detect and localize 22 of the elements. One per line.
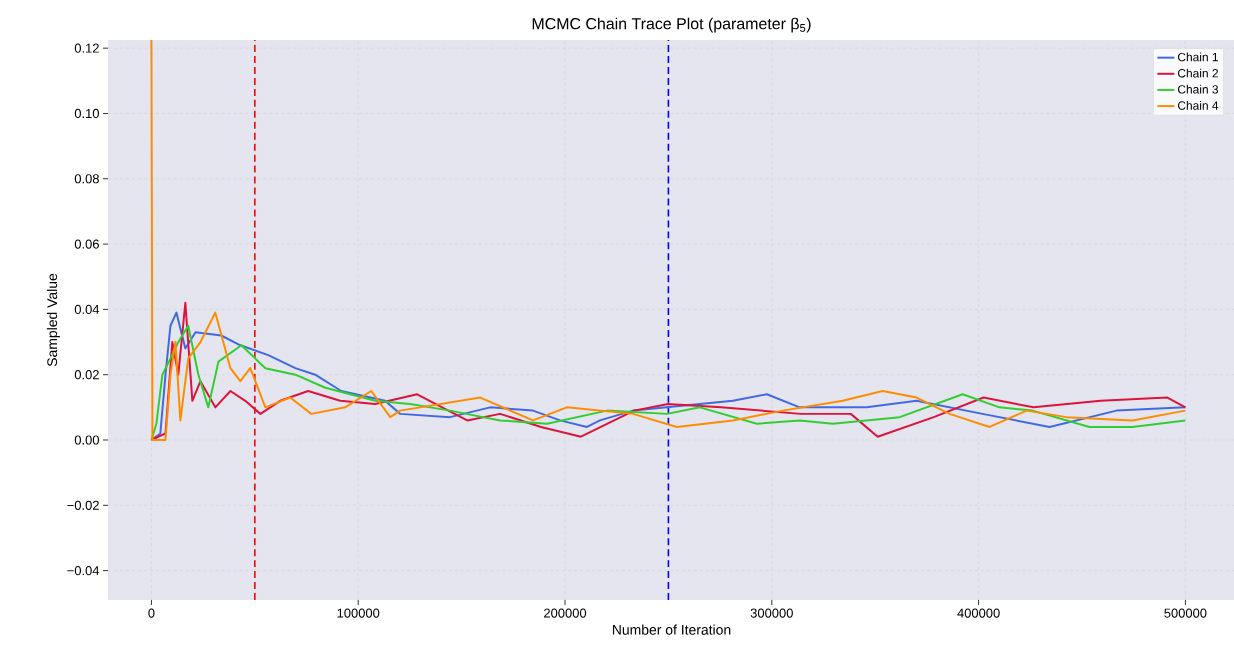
y-tick-label: −0.02 [67,500,99,510]
legend-label: Chain 4 [1177,100,1219,110]
y-tick-label: 0.02 [74,370,99,380]
y-tick-label: −0.04 [67,566,100,576]
x-tick-label: 200000 [544,608,587,618]
chart-title: MCMC Chain Trace Plot (parameter β$_{5}$) [532,17,811,33]
x-tick-label: 100000 [337,608,380,618]
x-tick-label: 0 [148,608,155,618]
x-tick-label: 400000 [957,608,1000,618]
x-axis-title: Number of Iteration [612,624,731,635]
y-tick-label: 0.10 [74,108,99,119]
y-tick-label: 0.00 [74,435,99,445]
y-axis-title: Sampled Value [46,273,60,367]
legend-label: Chain 1 [1177,52,1218,62]
y-tick-label: 0.08 [74,174,99,184]
y-tick-label: 0.06 [74,239,99,249]
y-tick-label: 0.12 [74,43,99,53]
legend-label: Chain 2 [1177,68,1218,78]
x-tick-label: 300000 [750,608,793,618]
y-tick-label: 0.04 [74,304,100,314]
legend-label: Chain 3 [1177,84,1219,94]
x-tick-label: 500000 [1164,608,1207,618]
